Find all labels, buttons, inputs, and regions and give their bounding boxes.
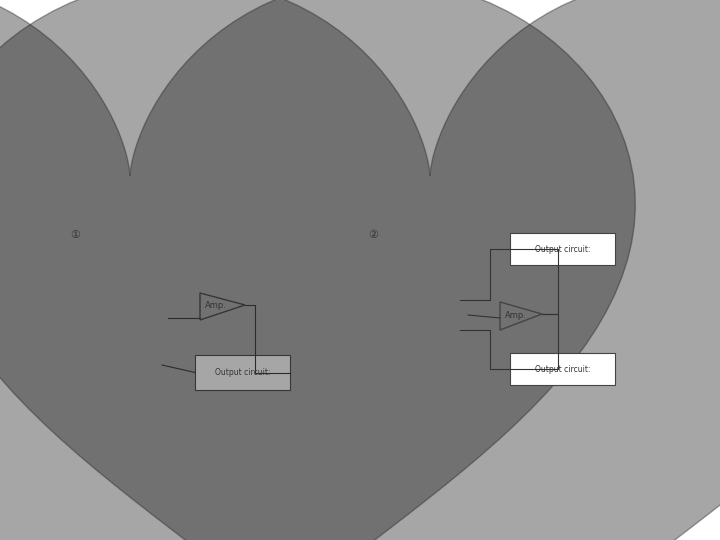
Circle shape (6, 183, 50, 227)
Text: Output circuit:: Output circuit: (535, 364, 590, 374)
Text: ②: ② (368, 230, 378, 240)
Circle shape (12, 296, 44, 328)
Text: ✦: ✦ (654, 26, 675, 50)
Text: Output circuit:: Output circuit: (215, 368, 270, 377)
Bar (62, 223, 317, 428)
Text: (b)   (b) A-V sequential: (b) (b) A-V sequential (95, 491, 282, 509)
Circle shape (633, 6, 697, 70)
Text: 114: 114 (664, 518, 685, 528)
Bar (0, 0, 32, 540)
Text: Ventricular demand inhibited VVI: Ventricular demand inhibited VVI (114, 440, 264, 449)
Text: Amp.: Amp. (205, 300, 227, 309)
Text: CARDIAC PACEMAKER: CARDIAC PACEMAKER (90, 37, 275, 52)
Bar (360, 223, 665, 428)
Bar (510, 353, 615, 385)
Text: (a): (a) (184, 424, 196, 433)
Polygon shape (0, 0, 635, 540)
Bar (688, 0, 720, 540)
Text: Output circuit:: Output circuit: (535, 245, 590, 253)
Circle shape (0, 232, 58, 292)
Text: :: : (90, 82, 94, 94)
Bar (195, 355, 290, 390)
Text: Various pacing modalities in demand pacemakers: Various pacing modalities in demand pace… (95, 439, 509, 457)
Text: (a)  ventricular demand inhibited : VVI: (a) ventricular demand inhibited : VVI (95, 465, 413, 483)
Bar (55, 64, 635, 78)
Text: ①: ① (70, 230, 80, 240)
Text: A-V sequential DVI: A-V sequential DVI (471, 440, 554, 449)
Circle shape (0, 122, 56, 178)
Text: VM Umale: VM Umale (38, 518, 94, 528)
Text: (b): (b) (506, 424, 519, 433)
Text: Dept. of Electronics and Telecommunication Engineering: Dept. of Electronics and Telecommunicati… (202, 518, 518, 528)
Bar (510, 233, 615, 265)
Text: Amp.: Amp. (505, 310, 527, 320)
